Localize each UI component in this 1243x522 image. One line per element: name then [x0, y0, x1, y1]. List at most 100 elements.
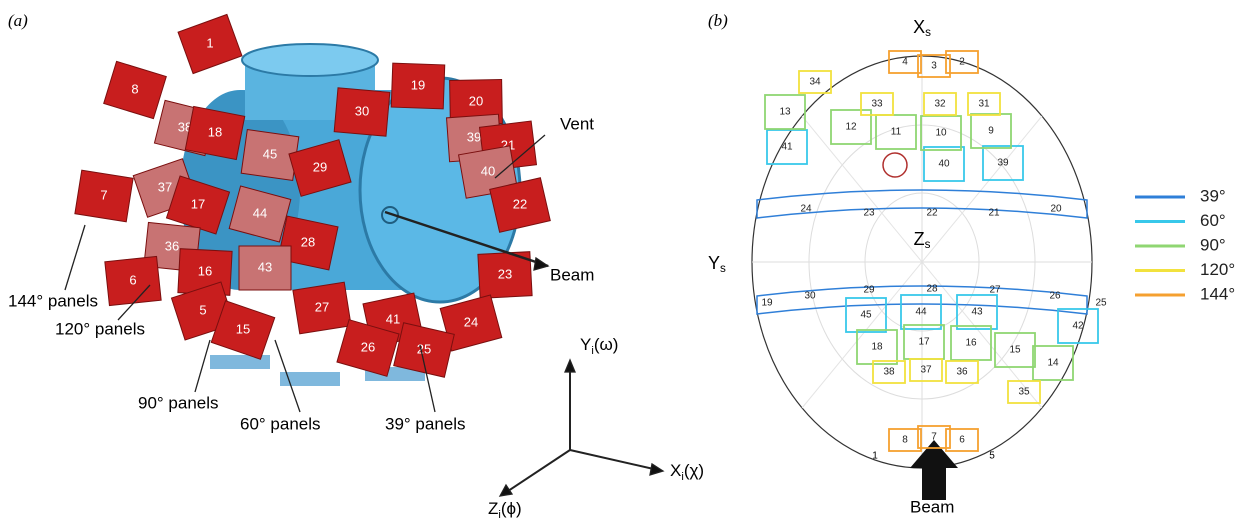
panel-number: 30 — [355, 103, 369, 118]
axis — [570, 450, 658, 470]
axis-label: Ys — [708, 253, 726, 275]
panel-number: 45 — [860, 310, 872, 321]
axis-main: Y — [708, 253, 720, 273]
panel-number: 17 — [918, 337, 930, 348]
panel-number: 41 — [781, 142, 793, 153]
panel-number: 15 — [1009, 345, 1021, 356]
panel-number: 23 — [863, 208, 875, 219]
panel-number: 28 — [301, 234, 315, 249]
panel-number: 6 — [129, 272, 136, 287]
panel-number: 42 — [1072, 321, 1084, 332]
axis-main: X — [913, 17, 925, 37]
panel-number: 40 — [481, 163, 495, 178]
annotation: Beam — [550, 265, 594, 284]
marker-circle — [883, 153, 907, 177]
annotation: Vent — [560, 114, 594, 133]
panel-number: 4 — [902, 57, 908, 68]
vessel-top — [242, 44, 378, 76]
panel-number: 24 — [800, 204, 812, 215]
panel-number: 18 — [208, 124, 222, 139]
axis-rest: (χ) — [684, 461, 704, 480]
panel-number: 8 — [131, 81, 138, 96]
panel-number: 25 — [417, 341, 431, 356]
axis-sub: s — [925, 26, 931, 39]
panel-number: 7 — [931, 432, 937, 443]
panel-number: 1 — [206, 35, 213, 50]
panel-number: 36 — [165, 238, 179, 253]
beam-label: Beam — [910, 497, 954, 516]
panel-label: (b) — [708, 11, 728, 30]
panel-number: 35 — [1018, 387, 1030, 398]
arrow-head — [650, 464, 663, 475]
panel-number: 34 — [809, 77, 821, 88]
figure: 1838184530192039214022293717442873616432… — [0, 0, 1243, 522]
arrow-head — [565, 360, 575, 372]
beam-arrow — [910, 440, 958, 500]
panel-number: 18 — [871, 342, 883, 353]
panel-number: 24 — [464, 314, 478, 329]
axis-rest: (ω) — [594, 335, 619, 354]
axis-main: Z — [914, 229, 925, 249]
edge-label: 1 — [872, 451, 878, 462]
edge-label: 5 — [989, 451, 995, 462]
panel-number: 32 — [934, 99, 946, 110]
panel-number: 39 — [997, 158, 1009, 169]
legend-label: 39° — [1200, 186, 1226, 205]
panel-number: 19 — [761, 298, 773, 309]
panel-number: 45 — [263, 146, 277, 161]
panel-number: 30 — [804, 291, 816, 302]
leader — [195, 340, 210, 392]
panel-label: (a) — [8, 11, 28, 30]
panel-number: 15 — [236, 321, 250, 336]
panel-number: 26 — [361, 339, 375, 354]
panel-number: 37 — [920, 365, 932, 376]
panel-number: 10 — [935, 128, 947, 139]
panel-number: 28 — [926, 284, 938, 295]
panel-number: 17 — [191, 196, 205, 211]
panel-number: 2 — [959, 57, 965, 68]
panel-number: 38 — [883, 367, 895, 378]
axis-label: Xs — [913, 17, 931, 39]
panel-number: 31 — [978, 99, 990, 110]
panel-number: 13 — [779, 107, 791, 118]
axis-sub: s — [720, 262, 726, 275]
axis — [505, 450, 570, 493]
panel-number: 3 — [931, 61, 937, 72]
axis-main: Y — [580, 335, 591, 354]
panel-number: 12 — [845, 122, 857, 133]
axis-label: Zi(ϕ) — [488, 499, 522, 520]
panel-number: 40 — [938, 159, 950, 170]
legend-label: 144° — [1200, 284, 1235, 303]
panel-number: 22 — [513, 196, 527, 211]
axis-label: Xi(χ) — [670, 461, 704, 482]
annotation: 144° panels — [8, 291, 98, 310]
panel-number: 16 — [965, 338, 977, 349]
panel-number: 5 — [199, 302, 206, 317]
panel-number: 39 — [467, 129, 481, 144]
panel-number: 43 — [258, 259, 272, 274]
panel-number: 20 — [469, 93, 483, 108]
axis-label: Yi(ω) — [580, 335, 618, 356]
panel-number: 6 — [959, 435, 965, 446]
annotation: 60° panels — [240, 414, 321, 433]
panel-number: 37 — [158, 179, 172, 194]
leader — [65, 225, 85, 290]
axis-rest: (ϕ) — [501, 499, 522, 518]
panel-number: 41 — [386, 311, 400, 326]
panel-number: 29 — [313, 159, 327, 174]
panel-number: 8 — [902, 435, 908, 446]
panel-number: 21 — [988, 208, 1000, 219]
annotation: 120° panels — [55, 319, 145, 338]
panel-number: 36 — [956, 367, 968, 378]
panel-number: 43 — [971, 307, 983, 318]
arrow-head — [500, 485, 512, 496]
annotation: 90° panels — [138, 393, 219, 412]
panel-number: 44 — [253, 205, 267, 220]
panel-number: 19 — [411, 77, 425, 92]
panel-number: 9 — [988, 126, 994, 137]
panel-number: 25 — [1095, 298, 1107, 309]
panel-number: 7 — [100, 187, 107, 202]
axis-main: Z — [488, 499, 498, 518]
panel-number: 14 — [1047, 358, 1059, 369]
